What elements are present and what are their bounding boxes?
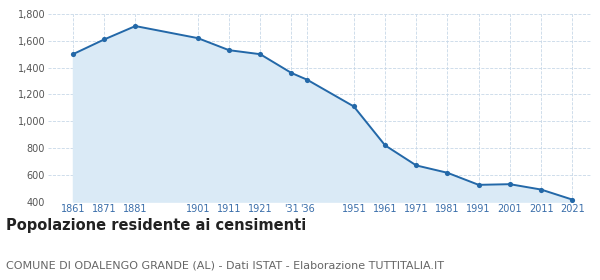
Text: COMUNE DI ODALENGO GRANDE (AL) - Dati ISTAT - Elaborazione TUTTITALIA.IT: COMUNE DI ODALENGO GRANDE (AL) - Dati IS… <box>6 260 444 270</box>
Point <box>100 37 109 42</box>
Point <box>536 187 546 192</box>
Point <box>505 182 515 186</box>
Point <box>131 24 140 28</box>
Point <box>256 52 265 57</box>
Point <box>474 183 484 187</box>
Point <box>224 48 234 52</box>
Point <box>193 36 203 40</box>
Point <box>380 143 390 148</box>
Text: Popolazione residente ai censimenti: Popolazione residente ai censimenti <box>6 218 306 234</box>
Point <box>443 171 452 175</box>
Point <box>412 163 421 168</box>
Point <box>568 197 577 202</box>
Point <box>68 52 78 57</box>
Point <box>287 71 296 75</box>
Point <box>349 104 359 109</box>
Point <box>302 77 312 82</box>
